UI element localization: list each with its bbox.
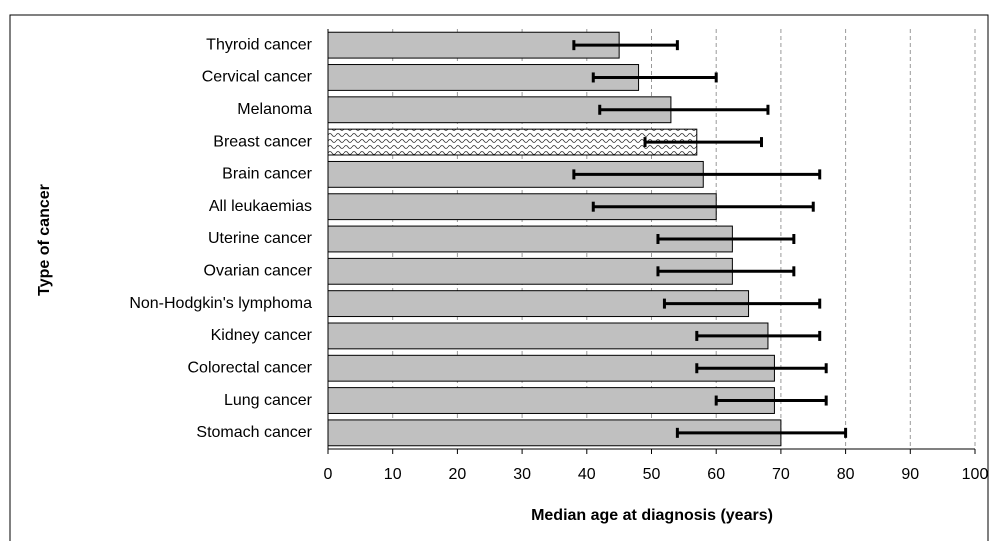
y-tick-label: Thyroid cancer bbox=[206, 36, 312, 53]
x-tick-label: 90 bbox=[901, 466, 919, 483]
x-tick-label: 60 bbox=[707, 466, 725, 483]
y-tick-label: Cervical cancer bbox=[202, 69, 313, 86]
y-tick-label: Stomach cancer bbox=[196, 424, 312, 441]
x-tick-label: 70 bbox=[772, 466, 790, 483]
x-tick-label: 30 bbox=[513, 466, 531, 483]
x-tick-label: 50 bbox=[643, 466, 661, 483]
y-tick-label: Lung cancer bbox=[224, 392, 313, 409]
y-tick-label: Melanoma bbox=[237, 101, 312, 118]
x-tick-label: 80 bbox=[837, 466, 855, 483]
bar bbox=[327, 128, 698, 156]
y-tick-label: Kidney cancer bbox=[211, 327, 313, 344]
y-tick-label: Brain cancer bbox=[222, 166, 312, 183]
bar bbox=[327, 31, 620, 59]
y-tick-label: Uterine cancer bbox=[208, 230, 313, 247]
y-tick-label: Colorectal cancer bbox=[188, 359, 313, 376]
y-tick-label: Breast cancer bbox=[213, 133, 312, 150]
y-tick-label: Ovarian cancer bbox=[204, 263, 313, 280]
bar bbox=[327, 322, 769, 350]
x-tick-label: 10 bbox=[384, 466, 402, 483]
y-axis-title: Type of cancer bbox=[36, 184, 53, 296]
bar bbox=[327, 387, 775, 414]
x-tick-label: 100 bbox=[962, 466, 989, 483]
y-tick-label: All leukaemias bbox=[209, 198, 312, 215]
y-tick-label: Non-Hodgkin's lymphoma bbox=[129, 295, 312, 312]
x-tick-label: 0 bbox=[324, 466, 333, 483]
x-tick-label: 20 bbox=[449, 466, 467, 483]
x-axis-title: Median age at diagnosis (years) bbox=[531, 507, 773, 524]
x-tick-label: 40 bbox=[578, 466, 596, 483]
